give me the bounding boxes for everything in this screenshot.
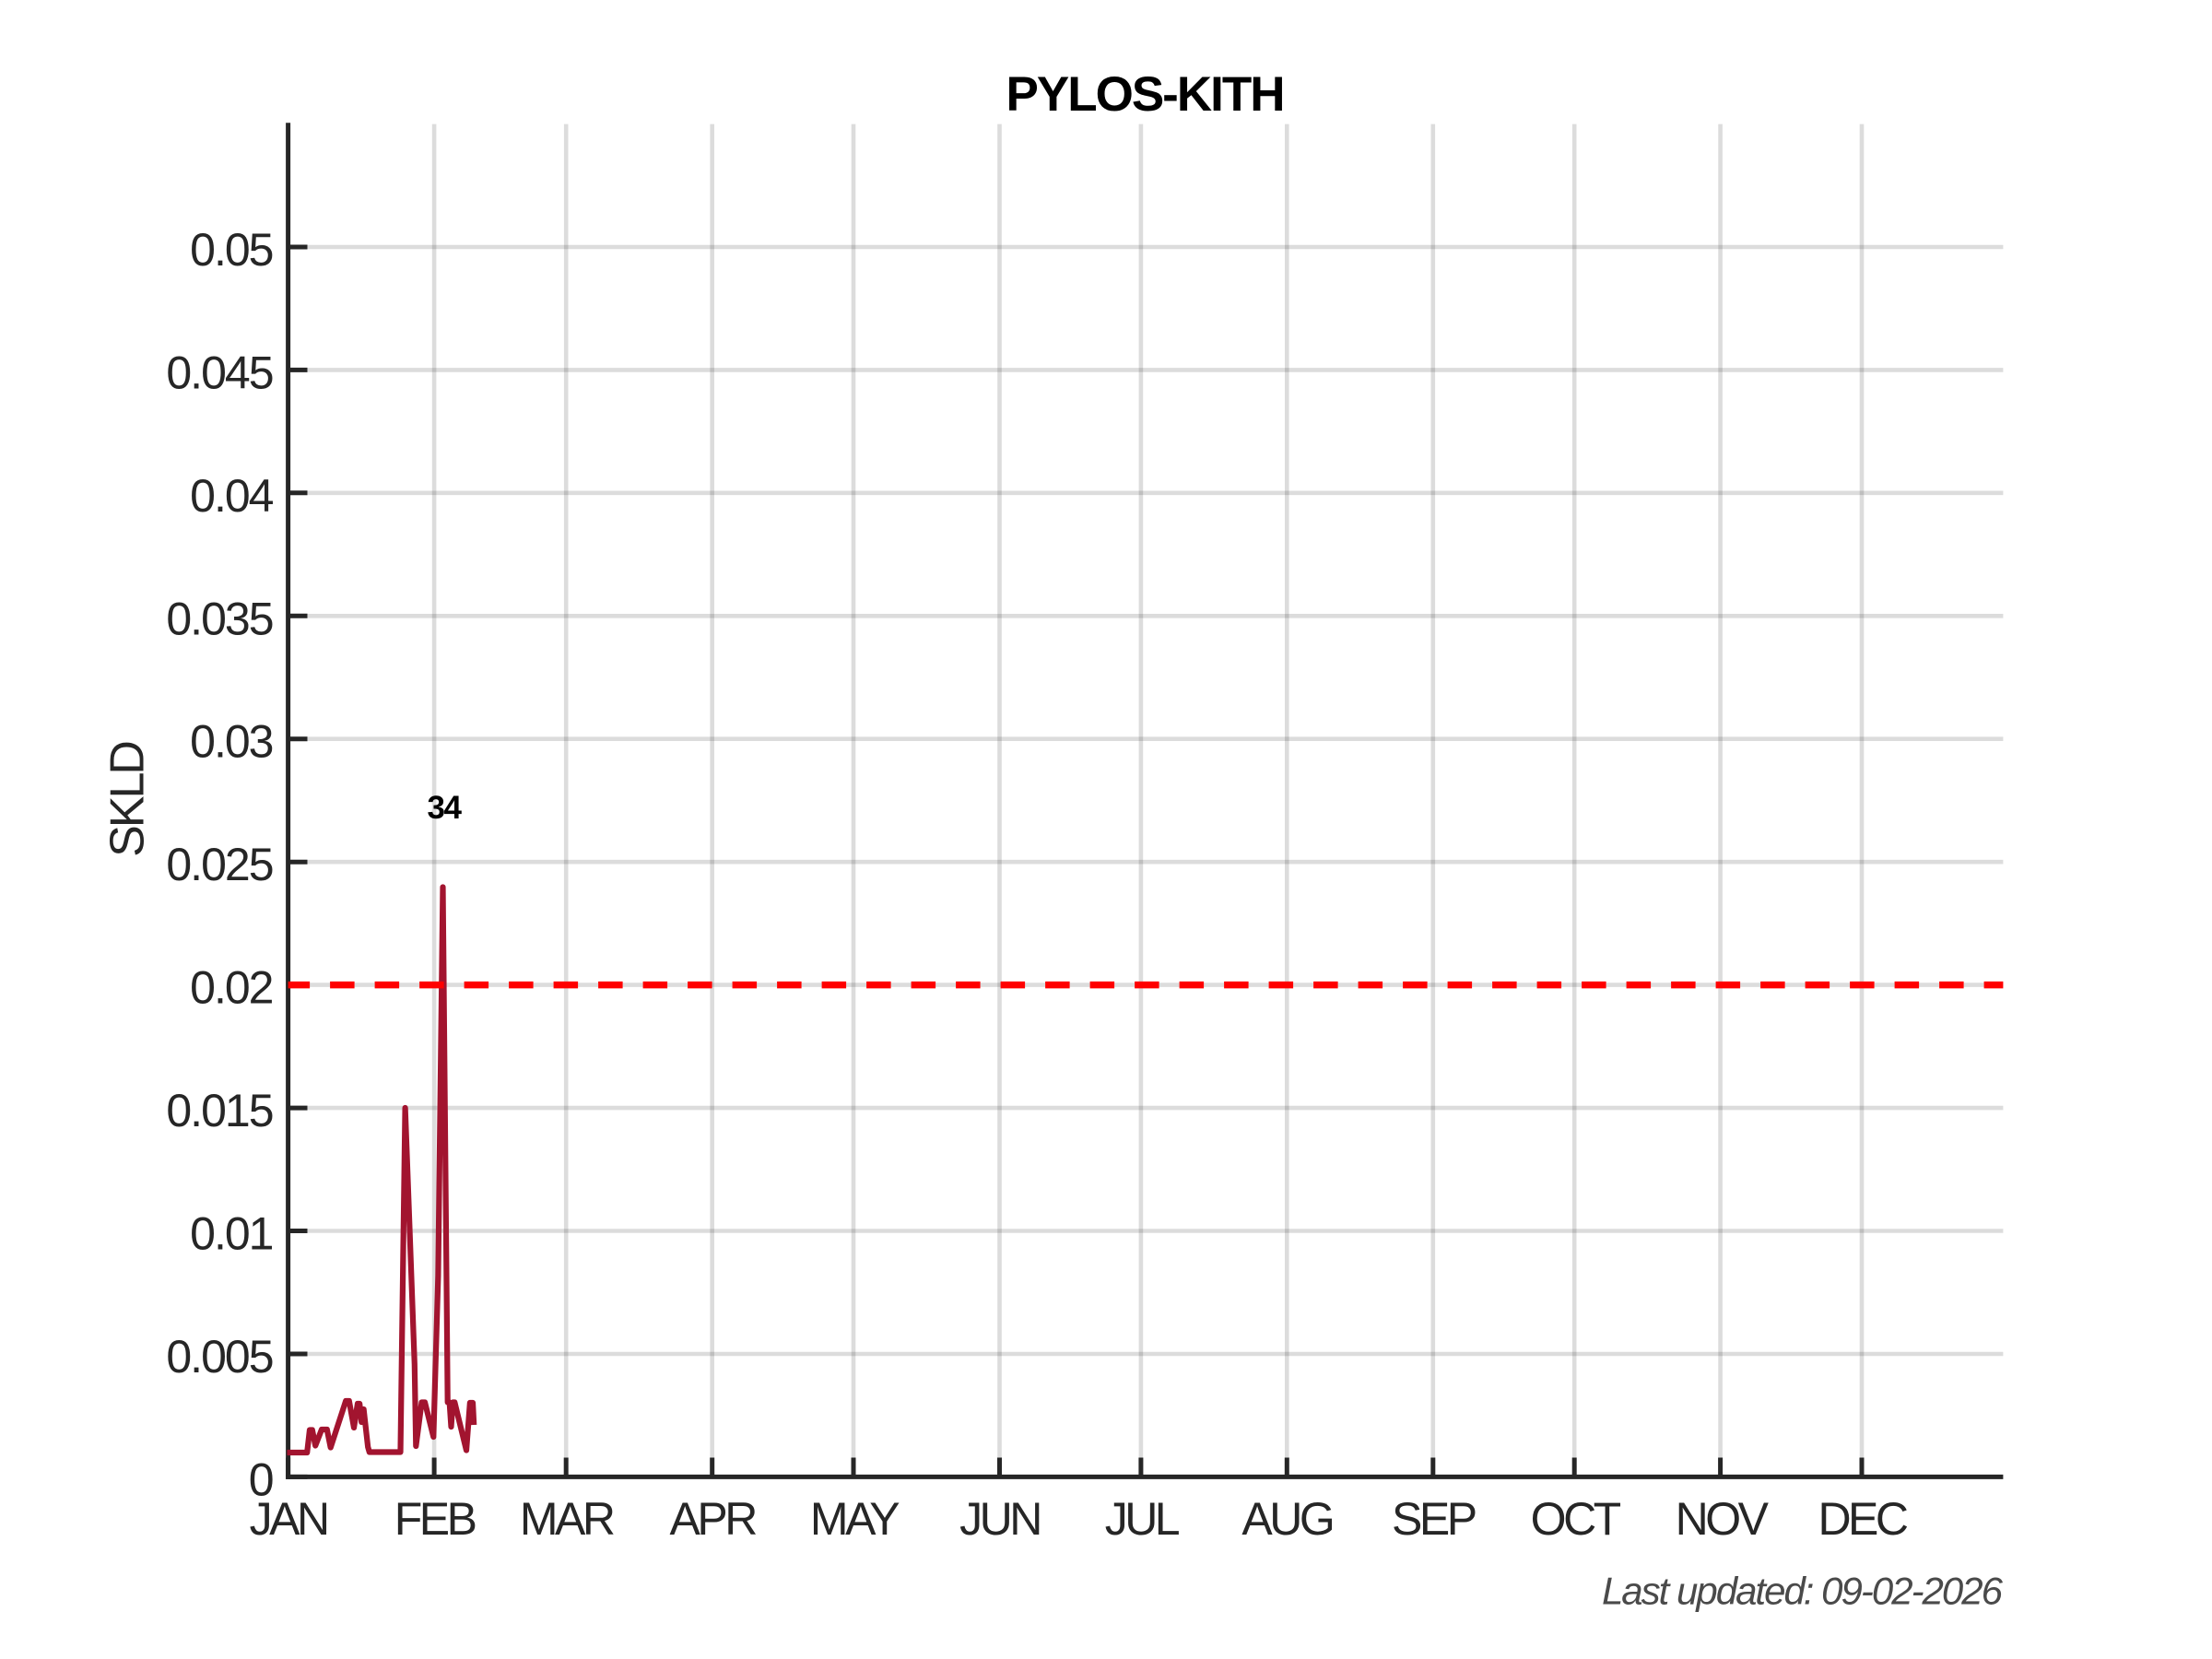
svg-text:JAN: JAN — [250, 1493, 327, 1545]
svg-text:APR: APR — [670, 1493, 757, 1545]
svg-text:0.04: 0.04 — [190, 470, 274, 522]
svg-text:0.035: 0.035 — [166, 593, 272, 644]
svg-text:0.045: 0.045 — [166, 347, 272, 398]
svg-text:MAY: MAY — [810, 1493, 900, 1545]
svg-text:0.05: 0.05 — [190, 224, 273, 276]
svg-text:SEP: SEP — [1392, 1493, 1476, 1545]
svg-text:0.015: 0.015 — [166, 1085, 272, 1136]
svg-text:0.025: 0.025 — [166, 839, 272, 890]
svg-text:OCT: OCT — [1531, 1493, 1621, 1545]
svg-text:0.02: 0.02 — [190, 962, 273, 1014]
svg-text:NOV: NOV — [1676, 1493, 1770, 1545]
svg-text:JUL: JUL — [1105, 1493, 1180, 1545]
svg-text:0.03: 0.03 — [190, 716, 273, 768]
svg-text:34: 34 — [428, 790, 463, 826]
svg-text:SKLD: SKLD — [100, 742, 154, 857]
svg-text:MAR: MAR — [520, 1493, 614, 1545]
svg-text:DEC: DEC — [1818, 1493, 1907, 1545]
svg-text:PYLOS-KITH: PYLOS-KITH — [1006, 67, 1284, 122]
svg-text:0: 0 — [249, 1453, 273, 1505]
svg-text:FEB: FEB — [394, 1493, 476, 1545]
svg-text:JUN: JUN — [959, 1493, 1040, 1545]
svg-text:0.01: 0.01 — [190, 1208, 273, 1260]
svg-text:0.005: 0.005 — [166, 1331, 272, 1382]
svg-text:Last updated: 09-02-2026: Last updated: 09-02-2026 — [1602, 1570, 2004, 1613]
svg-text:AUG: AUG — [1241, 1493, 1332, 1545]
